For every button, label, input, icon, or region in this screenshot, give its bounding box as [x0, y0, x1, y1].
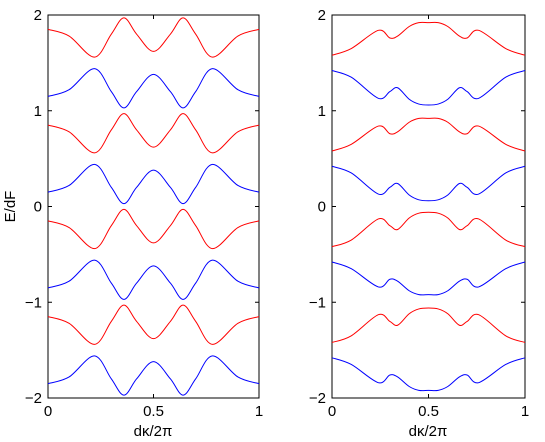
right-panel: 0 0.5 1 −2 −1 0 1 2 dκ/2π — [309, 7, 529, 440]
right-band-line-5 — [331, 211, 526, 248]
left-x-tick-label: 0 — [44, 403, 52, 420]
left-band-line-4 — [47, 163, 260, 205]
right-y-tick-label: 1 — [318, 103, 326, 120]
right-x-tick-label: 1 — [521, 403, 529, 420]
left-ticks: 0 0.5 1 −2 −1 0 1 2 — [25, 7, 263, 420]
right-ticks: 0 0.5 1 −2 −1 0 1 2 — [309, 7, 529, 420]
left-band-line-6 — [47, 259, 260, 300]
right-y-tick-label: −2 — [309, 390, 326, 407]
left-x-tick-label: 1 — [255, 403, 263, 420]
left-band-line-8 — [47, 355, 260, 396]
right-band-line-8 — [331, 357, 526, 392]
right-curves — [331, 21, 526, 392]
right-band-line-6 — [331, 261, 526, 296]
right-y-tick-label: 2 — [318, 7, 326, 24]
left-y-tick-label: −1 — [25, 294, 42, 311]
left-plot-frame — [47, 14, 260, 399]
right-x-axis-label: dκ/2π — [409, 423, 448, 440]
right-band-line-7 — [331, 307, 526, 343]
left-panel: 0 0.5 1 −2 −1 0 1 2 dκ/2π E/dF — [2, 7, 263, 440]
right-band-line-2 — [331, 70, 526, 106]
right-y-tick-label: 0 — [318, 199, 326, 216]
left-band-line-2 — [47, 68, 260, 109]
left-x-tick-label: 0.5 — [143, 403, 164, 420]
right-band-line-3 — [331, 117, 526, 152]
right-plot-frame — [331, 14, 526, 399]
left-curves — [47, 17, 260, 396]
left-band-line-1 — [47, 17, 260, 58]
left-band-line-3 — [47, 113, 260, 154]
left-x-axis-label: dκ/2π — [134, 423, 173, 440]
left-y-axis-label: E/dF — [2, 191, 19, 223]
left-y-tick-label: 1 — [34, 103, 42, 120]
right-x-tick-label: 0 — [328, 403, 336, 420]
right-y-tick-label: −1 — [309, 294, 326, 311]
right-x-tick-label: 0.5 — [418, 403, 439, 420]
left-y-tick-label: 2 — [34, 7, 42, 24]
left-band-line-7 — [47, 304, 260, 345]
left-y-tick-label: −2 — [25, 390, 42, 407]
left-band-line-5 — [47, 208, 260, 250]
left-y-tick-label: 0 — [34, 199, 42, 216]
right-band-line-4 — [331, 165, 526, 202]
right-band-line-1 — [331, 21, 526, 56]
